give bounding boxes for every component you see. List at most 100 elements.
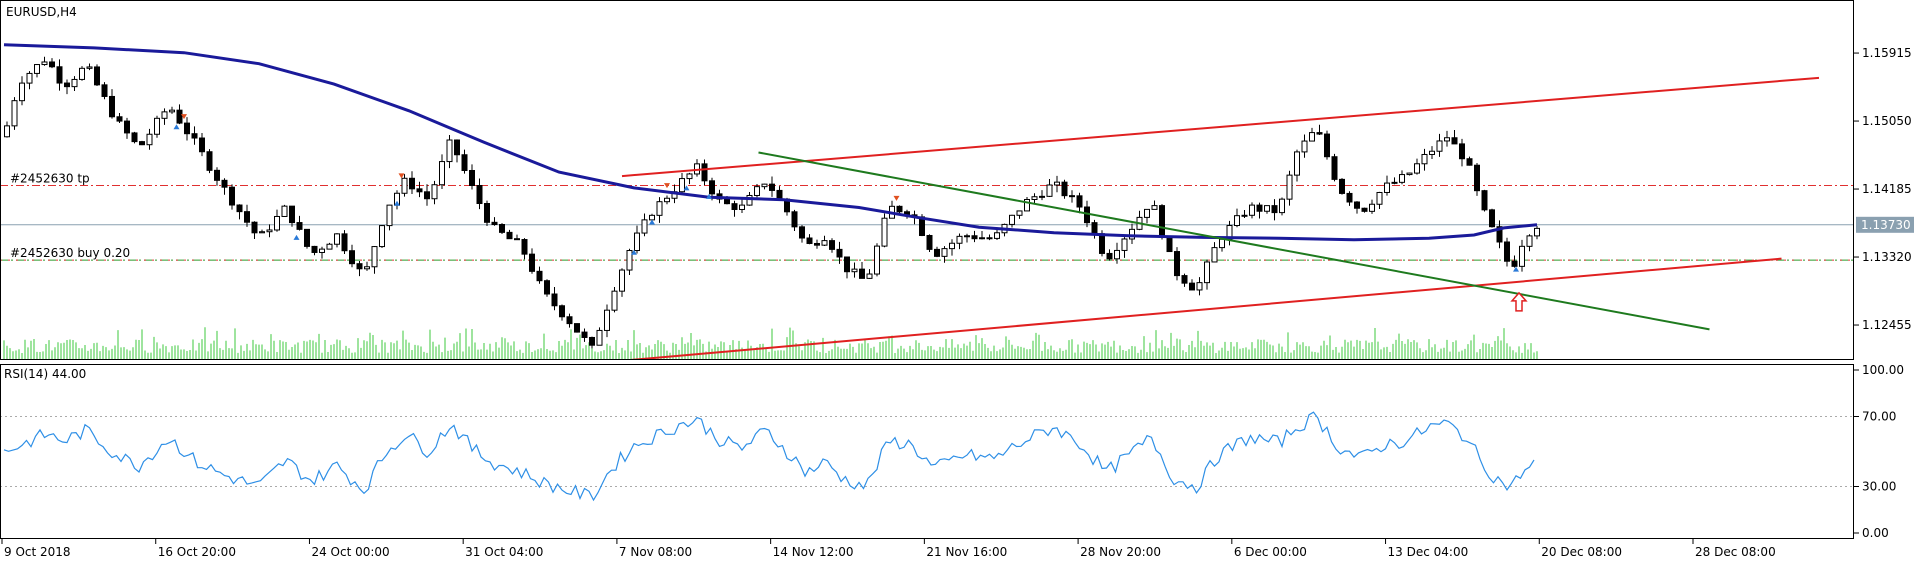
time-tick-label: 31 Oct 04:00 (465, 545, 543, 559)
candle-body (814, 242, 820, 246)
channel-upper-line[interactable] (621, 76, 1820, 178)
time-tick-label: 9 Oct 2018 (4, 545, 71, 559)
rsi-pane-frame (0, 364, 1854, 539)
candle-body (604, 309, 610, 331)
candle-body (739, 204, 745, 210)
descending-trendline[interactable] (758, 151, 1710, 331)
candle-body (1106, 252, 1113, 260)
candle-body (866, 273, 873, 279)
candle-body (334, 233, 340, 245)
candle-body (1114, 249, 1120, 260)
candle-body (1039, 195, 1045, 198)
candle-body (11, 100, 18, 127)
candle-body (1069, 195, 1075, 198)
candle-body (574, 323, 580, 333)
candle-body (71, 78, 78, 88)
candle-body (1406, 172, 1413, 176)
candle-body (1324, 133, 1330, 158)
candle-body (236, 204, 243, 213)
rsi-pane[interactable]: RSI(14) 44.00 (0, 367, 1854, 502)
candle-body (626, 250, 633, 271)
candle-body (454, 139, 460, 156)
candle-body (1429, 150, 1435, 155)
rsi-label: RSI(14) 44.00 (4, 367, 86, 381)
candle-body (379, 225, 385, 248)
candle-body (296, 222, 303, 230)
candle-body (499, 224, 505, 233)
candle-body (41, 61, 48, 66)
candle-body (949, 242, 955, 250)
candle-body (1204, 261, 1210, 284)
candle-body (649, 214, 655, 221)
candle-body (551, 293, 558, 307)
candle-body (1024, 198, 1030, 212)
sell-marker-icon (398, 173, 405, 179)
rsi-axis: 100.00 70.00 30.00 0.00 (1854, 363, 1904, 540)
candle-body (1294, 151, 1300, 176)
candle-body (319, 248, 325, 253)
buy-marker-icon (173, 124, 180, 130)
candle-body (979, 237, 985, 240)
rsi-line (3, 411, 1535, 502)
candle-body (956, 235, 963, 244)
candle-body (424, 191, 430, 200)
candle-body (109, 95, 115, 118)
candle-body (1189, 282, 1195, 291)
candle-body (1361, 207, 1368, 212)
candle-body (709, 180, 715, 195)
candle-body (514, 238, 520, 241)
moving-average-line (3, 43, 1538, 242)
channel-lower-line[interactable] (621, 257, 1782, 361)
time-tick-label: 28 Dec 08:00 (1695, 545, 1776, 559)
candle-body (881, 217, 888, 247)
rsi-tick-label: 0.00 (1862, 526, 1889, 540)
candle-body (416, 188, 423, 193)
candle-body (679, 178, 685, 193)
candle-body (589, 336, 595, 346)
candle-body (1061, 181, 1068, 197)
sell-marker-icon (893, 195, 900, 201)
candle-body (131, 132, 138, 143)
buy-marker-icon (649, 219, 655, 225)
buy-signal-arrow-icon (1510, 291, 1528, 312)
candle-body (1046, 184, 1053, 197)
time-tick-label: 7 Nov 08:00 (619, 545, 692, 559)
candle-body (754, 186, 760, 196)
candle-body (401, 177, 408, 194)
candle-body (1016, 210, 1023, 216)
candle-body (1511, 260, 1518, 267)
candle-body (139, 141, 145, 146)
candle-body (1009, 214, 1015, 225)
candle-body (1174, 251, 1180, 277)
candle-body (491, 221, 498, 226)
candle-body (191, 133, 198, 139)
candle-body (1369, 203, 1375, 212)
candle-body (1151, 205, 1158, 210)
volume-bars (3, 327, 1538, 359)
candle-body (176, 109, 183, 124)
candle-body (941, 248, 948, 257)
candle-body (1481, 190, 1488, 211)
candle-body (1091, 222, 1098, 235)
candlesticks (4, 56, 1540, 349)
candle-body (971, 235, 978, 240)
candle-body (1196, 282, 1203, 291)
sell-marker-icon (181, 114, 187, 120)
candle-body (56, 66, 63, 84)
candle-body (274, 215, 280, 231)
candle-body (1466, 158, 1473, 166)
time-tick-label: 21 Nov 16:00 (926, 545, 1007, 559)
candle-body (1496, 226, 1503, 243)
order-lines (0, 185, 1854, 261)
candle-body (101, 84, 108, 97)
main-price-pane[interactable]: EURUSD,H4 #2452630 tp #2452630 buy 0.20 (0, 5, 1854, 361)
candle-body (311, 245, 318, 253)
candle-body (1271, 205, 1278, 214)
candle-body (896, 205, 903, 213)
current-price-tag: 1.13730 (1856, 216, 1914, 233)
candle-body (799, 226, 805, 239)
candle-body (724, 198, 730, 205)
time-tick-label: 20 Dec 08:00 (1541, 545, 1622, 559)
candle-body (64, 82, 70, 88)
